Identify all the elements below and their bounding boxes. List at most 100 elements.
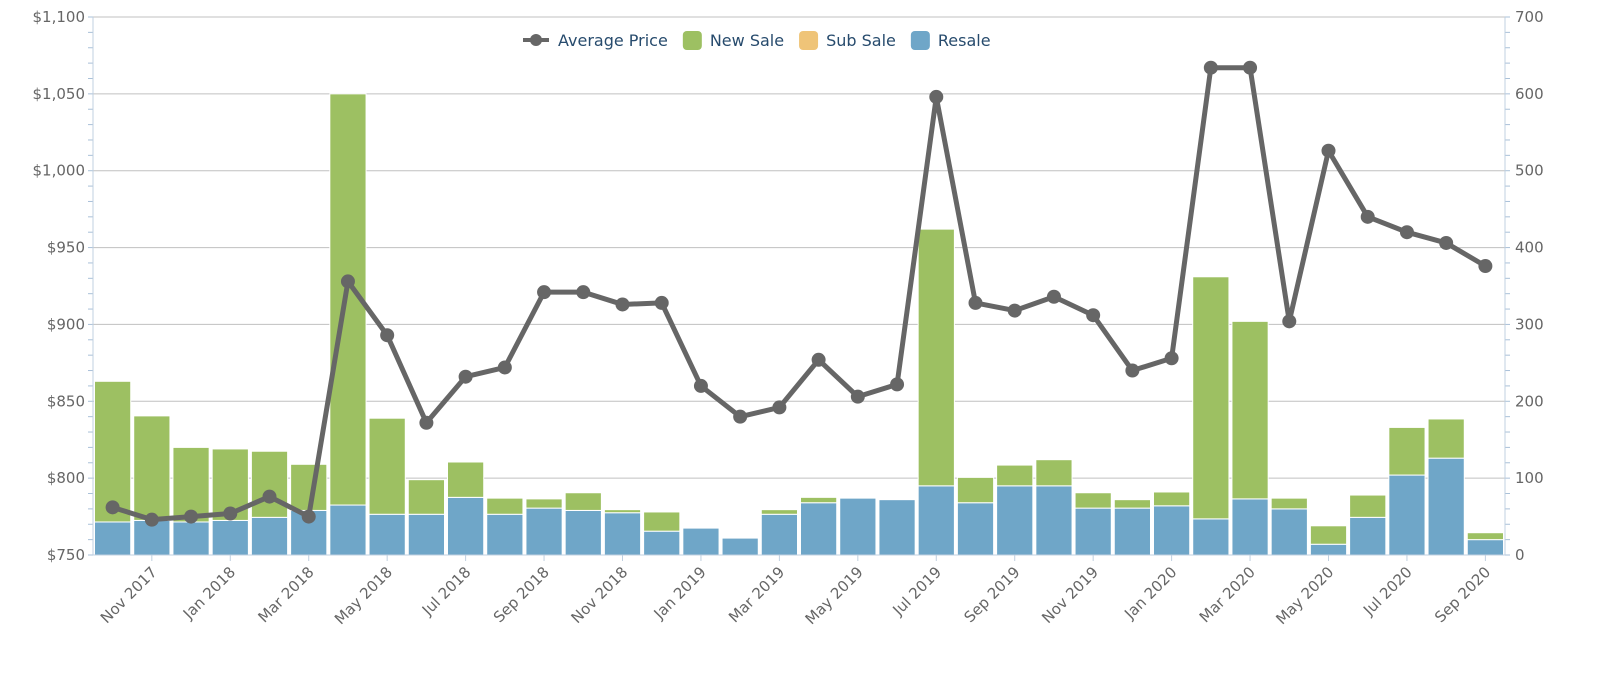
bar-resale	[1035, 485, 1073, 556]
bar-resale	[1309, 543, 1348, 556]
bar-resale	[682, 527, 720, 556]
bar-new-sale	[1349, 494, 1387, 518]
average-price-point	[890, 377, 905, 392]
bar-resale	[1349, 516, 1387, 556]
bar-new-sale	[1113, 499, 1152, 509]
grid-lines	[93, 16, 1505, 479]
bar-resale	[172, 521, 210, 556]
average-price-point	[968, 295, 983, 310]
bar-resale	[447, 496, 485, 556]
average-price-point	[184, 509, 199, 524]
bar-resale	[1231, 498, 1269, 556]
bar-resale	[643, 530, 681, 556]
average-price-point	[1399, 225, 1414, 240]
bar-resale	[1270, 508, 1308, 556]
average-price-point	[1007, 303, 1022, 318]
bar-resale	[1388, 474, 1426, 556]
average-price-point	[497, 360, 512, 375]
right-axis-tick-label: 300	[1515, 315, 1544, 333]
average-price-point	[1203, 60, 1218, 75]
x-axis-tick-label: Jul 2020	[1359, 563, 1416, 620]
x-axis-tick-label: Mar 2018	[254, 563, 317, 626]
average-price-point	[1360, 209, 1375, 224]
bar-resale	[721, 537, 759, 556]
average-price-point	[1164, 351, 1179, 366]
bar-new-sale	[564, 492, 602, 511]
bar-resale	[407, 513, 445, 556]
average-price-point	[380, 328, 395, 343]
average-price-line	[105, 60, 1493, 527]
average-price-point	[1321, 143, 1336, 158]
bar-resale	[760, 513, 798, 556]
bar-new-sale	[956, 476, 995, 504]
bar-new-sale	[447, 461, 485, 498]
average-price-point	[105, 500, 120, 515]
right-axis-tick-label: 500	[1515, 162, 1544, 180]
bar-new-sale	[1153, 491, 1191, 507]
average-price-point	[1478, 259, 1493, 274]
bar-new-sale	[603, 509, 642, 514]
legend-label: Resale	[938, 31, 991, 50]
x-axis-tick-label: Nov 2018	[568, 563, 632, 627]
legend: Average Price New Sale Sub Sale Resale	[523, 31, 991, 50]
bar-resale	[329, 504, 367, 556]
bar-resale	[1113, 507, 1152, 556]
average-price-point	[1125, 363, 1140, 378]
bar-resale	[250, 516, 289, 556]
average-price-point	[458, 369, 473, 384]
bar-new-sale	[1270, 497, 1308, 510]
bar-new-sale	[1427, 418, 1465, 459]
average-price-point	[1046, 289, 1061, 304]
bar-new-sale	[1466, 532, 1505, 541]
bar-resale	[1153, 505, 1191, 556]
bar-new-sale	[917, 228, 955, 487]
bar-new-sale	[643, 511, 681, 532]
bar-new-sale	[368, 417, 406, 515]
x-axis-tick-label: Jul 2018	[418, 563, 475, 620]
bar-resale	[996, 485, 1034, 556]
bar-resale	[368, 513, 406, 556]
x-axis-tick-label: Mar 2019	[725, 563, 788, 626]
bar-resale	[1427, 457, 1465, 556]
average-price-point	[654, 295, 669, 310]
left-axis-tick-label: $1,100	[33, 8, 86, 26]
x-axis-tick-label: Nov 2017	[97, 563, 161, 627]
bar-resale	[603, 512, 642, 556]
right-axis-tick-label: 400	[1515, 239, 1544, 257]
bar-resale	[917, 485, 955, 556]
average-price-point	[850, 389, 865, 404]
right-axis-tick-label: 700	[1515, 8, 1544, 26]
bar-new-sale	[1231, 320, 1269, 500]
average-price-point	[576, 285, 591, 300]
left-axis-tick-label: $1,050	[33, 85, 86, 103]
bar-new-sale	[1309, 525, 1348, 545]
x-axis-tick-label: May 2018	[331, 563, 396, 628]
bar-resale	[800, 502, 838, 556]
x-axis-tick-label: Sep 2020	[1431, 563, 1494, 626]
average-price-point	[144, 512, 159, 527]
average-price-point	[693, 378, 708, 393]
average-price-point	[733, 409, 748, 424]
bar-new-sale	[1192, 276, 1230, 520]
bar-resale	[1466, 539, 1505, 556]
bar-new-sale	[407, 479, 445, 515]
x-axis-tick-label: Jan 2018	[179, 563, 239, 623]
average-price-point	[537, 285, 552, 300]
x-axis-tick-label: Mar 2020	[1196, 563, 1259, 626]
bar-new-sale	[486, 497, 524, 515]
bar-resale	[1074, 507, 1112, 556]
right-axis-tick-label: 200	[1515, 392, 1544, 410]
average-price-point	[1086, 308, 1101, 323]
average-price-point	[1439, 235, 1454, 250]
bar-new-sale	[1074, 492, 1112, 509]
right-axis-tick-label: 600	[1515, 85, 1544, 103]
average-price-point	[223, 506, 238, 521]
legend-swatch-icon	[682, 31, 702, 50]
bar-new-sale	[172, 446, 210, 523]
average-price-point	[419, 415, 434, 430]
bar-resale	[956, 502, 995, 556]
left-axis-tick-label: $900	[47, 315, 85, 333]
legend-swatch-icon	[799, 31, 819, 50]
x-axis-tick-label: Jul 2019	[889, 563, 946, 620]
